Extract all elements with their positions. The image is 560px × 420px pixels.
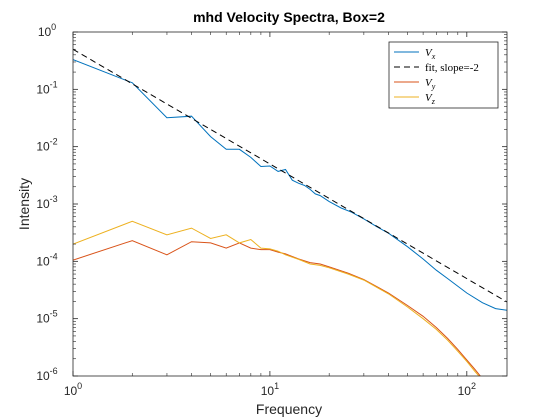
y-tick-label: 10-6 (36, 366, 57, 383)
series-line-vz (73, 220, 480, 376)
series-layer (73, 48, 507, 376)
series-line-vx (73, 59, 507, 311)
y-tick-label: 10-4 (36, 251, 57, 268)
x-tick-label: 101 (261, 381, 279, 398)
x-tick-label: 102 (458, 381, 476, 398)
y-tick-label: 10-5 (36, 309, 57, 326)
x-axis-label: Frequency (256, 401, 322, 417)
x-tick-label: 100 (64, 381, 82, 398)
plot-box (72, 31, 508, 377)
y-tick-label: 100 (38, 22, 56, 39)
ticks-layer: 100 101 102 10-6 10-5 10-4 10-3 10-2 10-1 100 (36, 22, 507, 398)
chart-title: mhd Velocity Spectra, Box=2 (193, 9, 385, 25)
y-axis-label: Intensity (16, 178, 32, 230)
legend-entry-label: fit, slope=-2 (425, 62, 479, 74)
y-tick-label: 10-1 (36, 79, 57, 96)
series-line-fit-slope-2 (73, 48, 507, 303)
legend-entry-label: Vz (425, 92, 436, 106)
y-tick-label: 10-3 (36, 194, 57, 211)
legend-entry-label: Vy (425, 77, 436, 91)
series-line-vy (73, 240, 481, 376)
y-tick-label: 10-2 (36, 137, 57, 154)
legend-entry-label: Vx (425, 47, 436, 61)
